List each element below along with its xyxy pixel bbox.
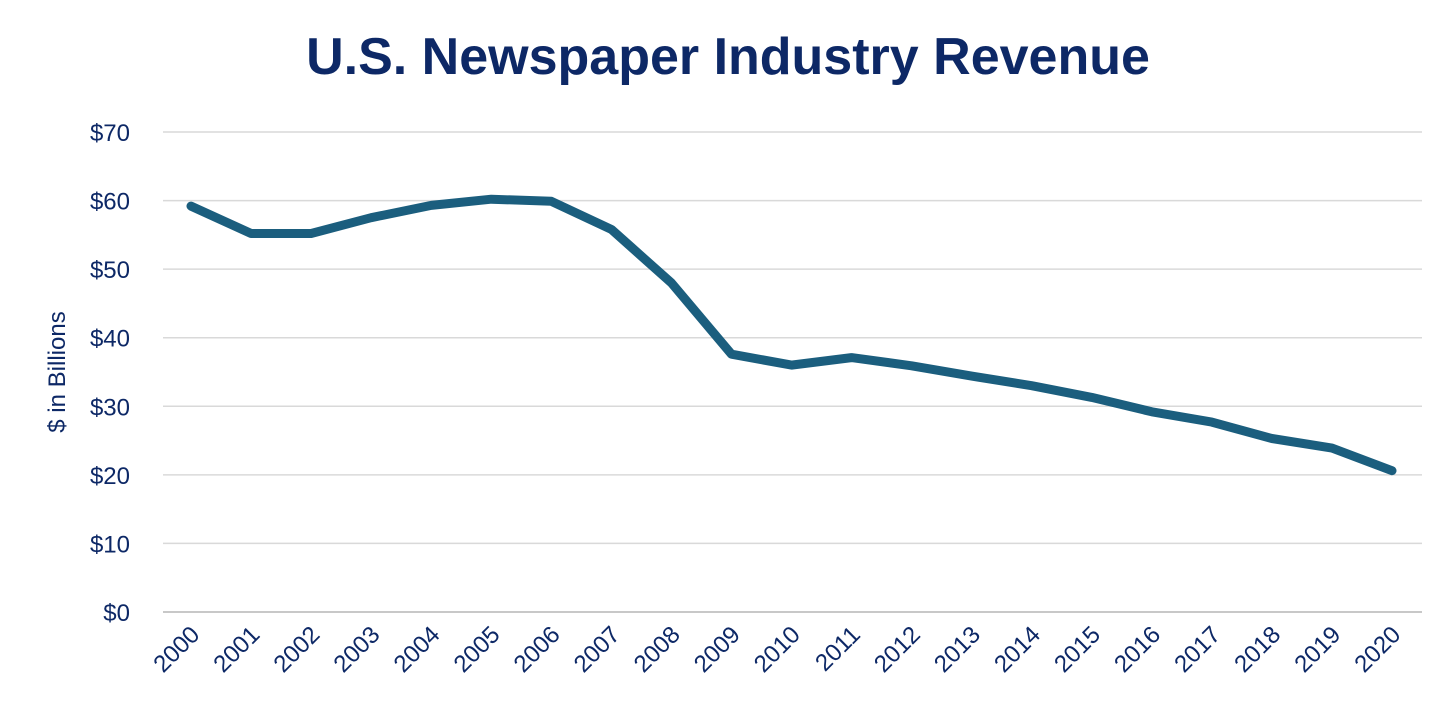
- x-tick-label: 2001: [208, 621, 265, 678]
- y-tick-label: $60: [90, 189, 130, 216]
- y-tick-label: $20: [90, 463, 130, 490]
- y-tick-label: $50: [90, 257, 130, 284]
- x-tick-label: 2004: [389, 621, 446, 678]
- y-tick-label: $40: [90, 326, 130, 353]
- x-axis-ticks: 2000 2001 2002 2003 2004 2005 2006 2007 2008 2009…: [148, 621, 1406, 678]
- series-line-revenue: [186, 194, 1397, 476]
- x-tick-label: 2016: [1109, 621, 1166, 678]
- x-tick-label: 2008: [629, 621, 686, 678]
- x-tick-label: 2006: [509, 621, 566, 678]
- x-tick-label: 2010: [749, 621, 806, 678]
- y-tick-label: $0: [103, 600, 130, 627]
- x-tick-label: 2013: [929, 621, 986, 678]
- x-tick-label: 2009: [689, 621, 746, 678]
- x-tick-label: 2007: [569, 621, 626, 678]
- gridlines: [163, 131, 1422, 613]
- x-tick-label: 2019: [1289, 621, 1346, 678]
- x-tick-label: 2002: [268, 621, 325, 678]
- y-tick-label: $10: [90, 531, 130, 558]
- x-tick-label: 2003: [329, 621, 386, 678]
- y-axis-title: $ in Billions: [44, 311, 71, 432]
- series-layer: [186, 194, 1397, 476]
- x-tick-label: 2005: [449, 621, 506, 678]
- x-tick-label: 2020: [1349, 621, 1406, 678]
- x-tick-label: 2017: [1169, 621, 1226, 678]
- x-tick-label: 2015: [1049, 621, 1106, 678]
- chart-title: U.S. Newspaper Industry Revenue: [306, 28, 1150, 86]
- x-tick-label: 2000: [148, 621, 205, 678]
- x-tick-label: 2011: [810, 621, 866, 677]
- y-tick-label: $30: [90, 394, 130, 421]
- x-tick-label: 2018: [1229, 621, 1286, 678]
- y-axis-ticks: $0 $10 $20 $30 $40 $50 $60 $70: [90, 120, 130, 627]
- x-tick-label: 2014: [989, 621, 1046, 678]
- y-tick-label: $70: [90, 120, 130, 147]
- x-tick-label: 2012: [869, 621, 926, 678]
